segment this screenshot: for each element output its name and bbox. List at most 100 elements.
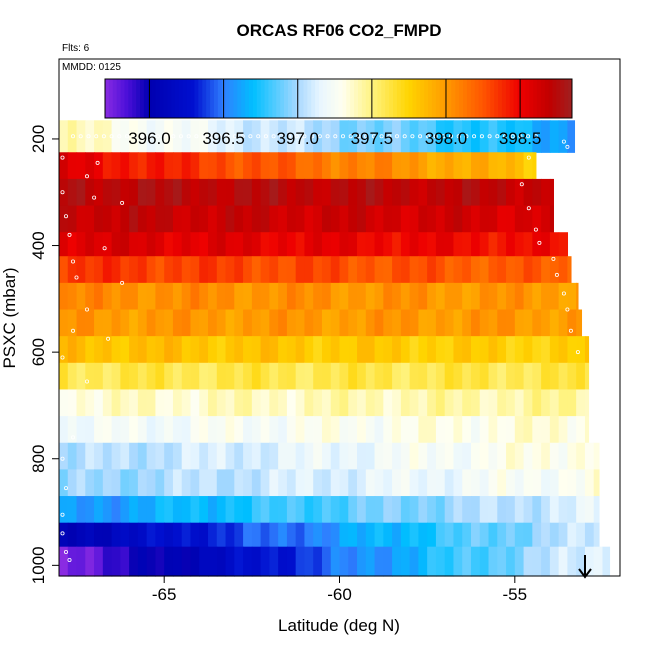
colorbar-segment [548,79,554,118]
heatmap-cell [216,282,227,311]
heatmap-cell [532,309,542,337]
heatmap-cell [339,362,349,391]
heatmap-cell [243,362,253,391]
heatmap-cell [181,546,192,577]
heatmap-cell [102,232,113,257]
track-marker [568,328,573,333]
heatmap-cell [374,205,384,233]
track-marker [364,134,369,139]
heatmap-cell [278,416,288,444]
heatmap-cell [383,152,393,180]
heatmap-cell [392,389,402,417]
heatmap-cell [339,389,349,417]
down-arrow-icon [578,555,592,579]
heatmap-cell [304,522,314,548]
heatmap-cell [85,522,95,548]
heatmap-cell [120,152,130,180]
colorbar-segment [439,79,445,118]
track-marker [333,134,338,139]
heatmap-cell [146,282,157,311]
heatmap-cell [67,362,78,391]
heatmap-cell [383,309,393,337]
heatmap-cell [357,120,367,153]
heatmap-cell [409,389,419,417]
heatmap-cell [497,496,507,524]
heatmap-cell [321,362,332,391]
heatmap-cell [383,442,393,470]
heatmap-cell [313,282,323,311]
heatmap-cell [348,389,358,417]
heatmap-cell [497,120,507,153]
heatmap-cell [94,469,104,497]
heatmap-cell [199,178,209,207]
heatmap-cell [593,469,600,497]
colorbar-segment [217,79,223,118]
colorbar-segment [303,79,308,118]
colorbar-segment [163,79,168,118]
colorbar-segment [182,79,188,118]
colorbar-segment [536,79,542,118]
track-marker [472,134,477,139]
y-tick-label: 200 [29,125,48,153]
track-marker [526,134,531,139]
heatmap-cell [216,178,227,207]
heatmap-cell [260,362,270,391]
heatmap-cell [400,389,411,417]
heatmap-cell [208,232,218,257]
colorbar-segment [171,79,176,118]
heatmap-cell [59,282,69,311]
track-marker [561,139,566,144]
colorbar-segment [525,79,530,118]
heatmap-cell [286,256,297,284]
heatmap-cell [260,469,270,497]
heatmap-cell [514,178,525,207]
heatmap-cell [357,256,367,284]
heatmap-cell [497,522,507,548]
heatmap-cell [269,469,279,497]
track-marker [540,160,545,165]
heatmap-cell [576,469,586,497]
heatmap-cell [234,152,244,180]
heatmap-cell [234,362,244,391]
heatmap-cell [94,546,104,577]
track-marker [263,134,268,139]
colorbar-segment [490,79,495,118]
heatmap-cell [392,336,402,364]
heatmap-cell [435,522,446,548]
heatmap-cell [321,282,332,311]
heatmap-cell [59,416,69,444]
heatmap-cell [462,469,472,497]
heatmap-cell [532,522,542,548]
heatmap-cell [435,232,446,257]
heatmap-cell [313,256,323,284]
heatmap-cell [155,389,165,417]
heatmap-cell [418,362,428,391]
heatmap-cell [243,389,253,417]
heatmap-cell [190,496,200,524]
heatmap-cell [85,205,95,233]
colorbar-segment [513,79,519,118]
heatmap-cell [129,442,139,470]
heatmap-cell [479,336,490,364]
heatmap-cell [225,496,235,524]
heatmap-cell [523,232,533,257]
heatmap-cell [479,522,490,548]
colorbar-segment [334,79,339,118]
heatmap-cell [199,205,209,233]
heatmap-cell [146,120,157,153]
heatmap-cell [260,120,270,153]
heatmap-cell [76,178,86,207]
heatmap-cell [94,496,104,524]
colorbar-segment [381,79,386,118]
heatmap-cell [584,469,595,497]
heatmap-cell [94,178,104,207]
colorbar-segment [291,79,297,118]
heatmap-cell [172,205,183,233]
track-marker [487,134,492,139]
heatmap-cell [146,522,157,548]
heatmap-cell [479,416,490,444]
heatmap-cell [400,496,411,524]
heatmap-cell [392,309,402,337]
heatmap-cell [365,362,376,391]
heatmap-cell [172,416,183,444]
